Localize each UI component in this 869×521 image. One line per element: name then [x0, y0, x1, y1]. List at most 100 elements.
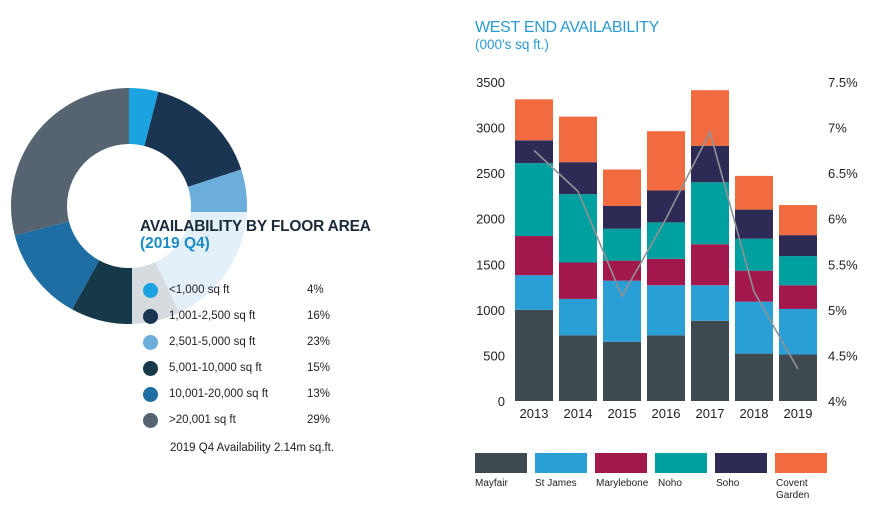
bar-segment	[515, 99, 553, 141]
y-tick-label: 1000	[476, 303, 505, 318]
y-tick-label: 1500	[476, 257, 505, 272]
bar-segment	[779, 354, 817, 401]
bar-segment	[515, 309, 553, 401]
bar-segment	[603, 228, 641, 261]
bar-segment	[515, 236, 553, 276]
donut-legend-item: 2,501-5,000 sq ft 23%	[143, 333, 330, 351]
donut-slice	[10, 88, 129, 236]
bar-segment	[735, 175, 773, 210]
legend-swatch-noho	[655, 453, 707, 473]
bar-segment	[647, 131, 685, 191]
x-tick-label: 2014	[564, 406, 593, 421]
bar-segment	[603, 341, 641, 401]
bar-segment	[779, 308, 817, 355]
legend-swatch	[143, 308, 158, 324]
legend-label: 5,001-10,000 sq ft	[169, 362, 262, 374]
bar-segment	[691, 182, 729, 245]
x-tick-label: 2013	[520, 406, 549, 421]
bar-segment	[647, 285, 685, 336]
x-tick-label: 2016	[652, 406, 681, 421]
bar-segment	[691, 320, 729, 401]
bar-segment	[779, 285, 817, 309]
legend-percent: 13%	[307, 388, 331, 400]
bar-segment	[735, 270, 773, 302]
bar-segment	[735, 353, 773, 401]
donut-legend-item: 10,001-20,000 sq ft 13%	[143, 385, 330, 403]
legend-label-st-james: St James	[535, 478, 577, 489]
legend-swatch	[143, 282, 158, 298]
y-tick-label: 0	[498, 394, 505, 409]
bar-segment	[691, 90, 729, 146]
bar-chart-subtitle: (000's sq ft.)	[475, 37, 549, 52]
legend-swatch-marylebone	[595, 453, 647, 473]
bar-segment	[779, 235, 817, 257]
bar-segment	[515, 275, 553, 310]
legend-label-marylebone: Marylebone	[596, 478, 649, 489]
donut-slice	[14, 221, 100, 310]
bar-segment	[691, 244, 729, 286]
availability-footnote: 2019 Q4 Availability 2.14m sq.ft.	[170, 442, 335, 454]
legend-label: 1,001-2,500 sq ft	[169, 310, 256, 322]
legend-swatch	[143, 412, 158, 428]
legend-label: >20,001 sq ft	[169, 414, 236, 426]
y-tick-label: 3500	[476, 75, 505, 90]
y2-tick-label: 5.5%	[828, 257, 858, 272]
legend-label: 2,501-5,000 sq ft	[169, 336, 256, 348]
legend-percent: 23%	[307, 336, 331, 348]
donut-subtitle: (2019 Q4)	[140, 235, 210, 252]
bar-segment	[559, 298, 597, 336]
donut-legend-item: <1,000 sq ft 4%	[143, 281, 324, 299]
y-tick-label: 500	[483, 348, 505, 363]
bar-chart-title: WEST END AVAILABILITY	[475, 19, 659, 36]
legend-swatch	[143, 334, 158, 350]
legend-label-noho: Noho	[658, 478, 682, 489]
bar-segment	[559, 116, 597, 163]
x-tick-label: 2015	[608, 406, 637, 421]
x-tick-label: 2018	[740, 406, 769, 421]
legend-label-covent-garden: Covent Garden	[776, 478, 810, 501]
y2-tick-label: 4%	[828, 394, 847, 409]
bar-segment	[735, 301, 773, 354]
legend-swatch-st-james	[535, 453, 587, 473]
x-tick-label: 2017	[696, 406, 725, 421]
legend-swatch-covent-garden	[775, 453, 827, 473]
legend-label-mayfair: Mayfair	[475, 478, 508, 489]
legend-swatch-soho	[715, 453, 767, 473]
y2-tick-label: 7%	[828, 121, 847, 136]
bar-segment	[779, 256, 817, 286]
legend-percent: 16%	[307, 310, 331, 322]
y2-tick-label: 4.5%	[828, 348, 858, 363]
donut-legend-item: >20,001 sq ft 29%	[143, 411, 330, 429]
legend-swatch	[143, 360, 158, 376]
bar-segment	[515, 163, 553, 237]
bar-segment	[559, 262, 597, 299]
legend-percent: 4%	[307, 284, 324, 296]
bar-segment	[603, 169, 641, 206]
legend-backdrop	[132, 212, 332, 342]
bar-segment	[603, 260, 641, 281]
y-tick-label: 2500	[476, 166, 505, 181]
donut-slice	[129, 88, 159, 146]
bar-segment	[559, 162, 597, 195]
legend-label: <1,000 sq ft	[169, 284, 230, 296]
bar-segment	[559, 335, 597, 401]
legend-swatch-mayfair	[475, 453, 527, 473]
bar-segment	[559, 194, 597, 263]
donut-title: AVAILABILITY BY FLOOR AREA	[140, 218, 371, 235]
legend-percent: 15%	[307, 362, 331, 374]
donut-slice	[144, 91, 242, 187]
bar-segment	[735, 209, 773, 239]
y-tick-label: 2000	[476, 212, 505, 227]
bar-segment	[779, 205, 817, 236]
bar-segment	[603, 280, 641, 342]
y2-tick-label: 6%	[828, 212, 847, 227]
y-tick-label: 3000	[476, 121, 505, 136]
legend-swatch	[143, 386, 158, 402]
legend-label-soho: Soho	[716, 478, 740, 489]
legend-label: 10,001-20,000 sq ft	[169, 388, 269, 400]
y2-tick-label: 6.5%	[828, 166, 858, 181]
y2-tick-label: 5%	[828, 303, 847, 318]
bar-segment	[647, 258, 685, 286]
